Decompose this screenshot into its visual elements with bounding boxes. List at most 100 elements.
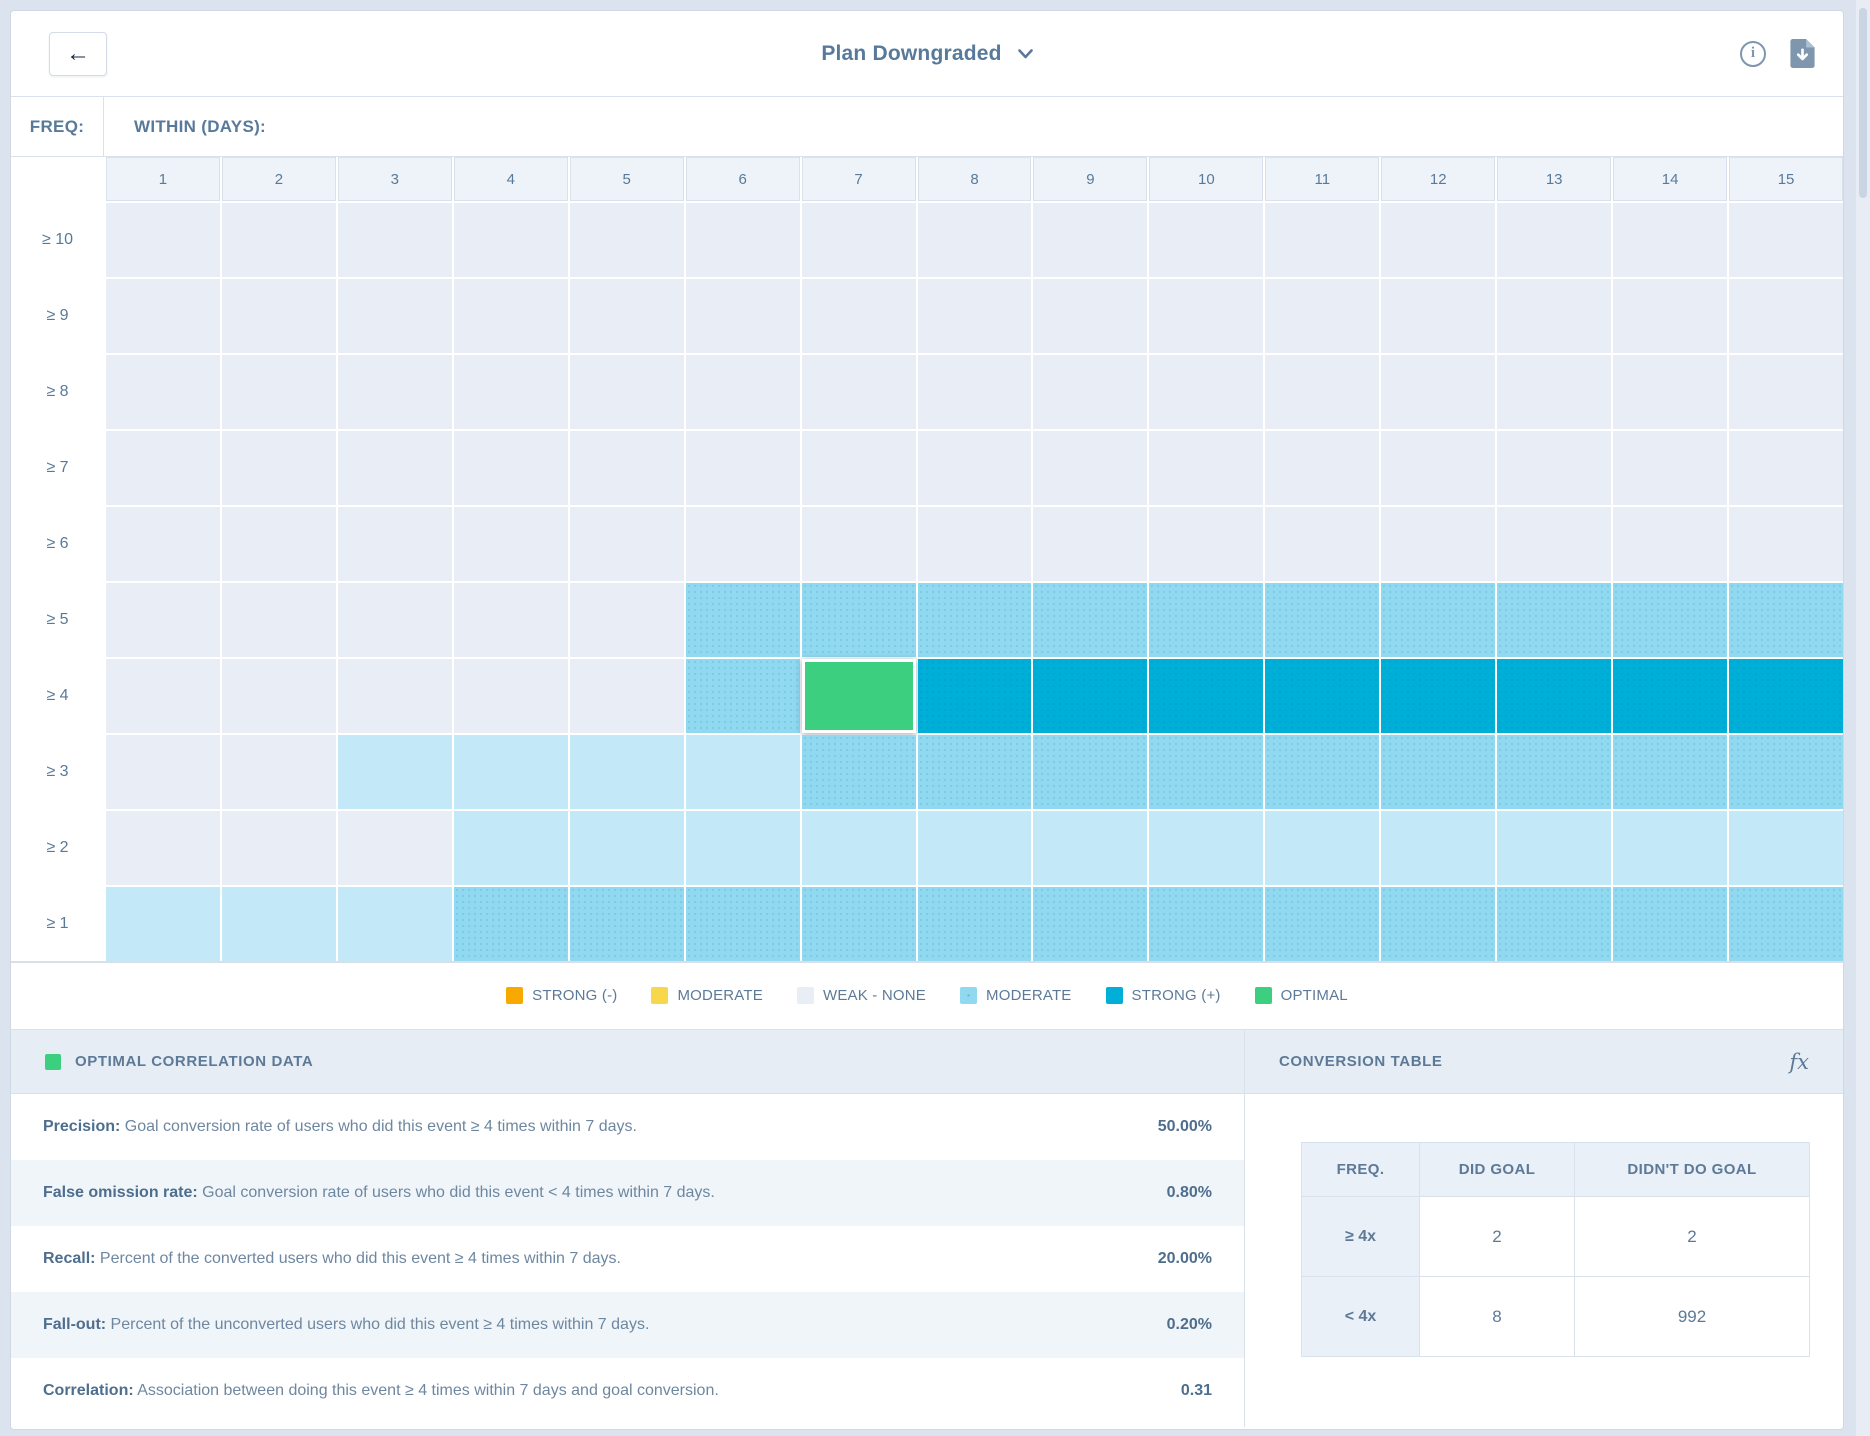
heatmap-cell[interactable] bbox=[1381, 355, 1496, 429]
heatmap-cell[interactable] bbox=[1149, 887, 1264, 961]
heatmap-cell[interactable] bbox=[917, 659, 1032, 733]
heatmap-cell[interactable] bbox=[917, 507, 1032, 581]
heatmap-cell[interactable] bbox=[1033, 431, 1148, 505]
heatmap-cell[interactable] bbox=[1149, 583, 1264, 657]
heatmap-cell[interactable] bbox=[685, 355, 800, 429]
heatmap-cell[interactable] bbox=[685, 887, 800, 961]
heatmap-cell[interactable] bbox=[1149, 355, 1264, 429]
heatmap-cell[interactable] bbox=[1497, 279, 1612, 353]
heatmap-cell[interactable] bbox=[337, 431, 452, 505]
heatmap-cell[interactable] bbox=[569, 507, 684, 581]
heatmap-cell[interactable] bbox=[1381, 507, 1496, 581]
heatmap-cell[interactable] bbox=[1729, 355, 1843, 429]
heatmap-cell[interactable] bbox=[569, 203, 684, 277]
heatmap-cell[interactable] bbox=[1729, 279, 1843, 353]
heatmap-cell[interactable] bbox=[337, 887, 452, 961]
heatmap-cell[interactable] bbox=[1265, 811, 1380, 885]
heatmap-cell[interactable] bbox=[337, 279, 452, 353]
heatmap-cell[interactable] bbox=[569, 811, 684, 885]
heatmap-cell[interactable] bbox=[106, 811, 220, 885]
heatmap-cell[interactable] bbox=[106, 659, 220, 733]
heatmap-cell[interactable] bbox=[1613, 279, 1728, 353]
heatmap-cell[interactable] bbox=[1033, 735, 1148, 809]
heatmap-cell[interactable] bbox=[917, 583, 1032, 657]
back-button[interactable]: ← bbox=[49, 32, 107, 76]
heatmap-cell[interactable] bbox=[1265, 431, 1380, 505]
event-dropdown[interactable]: Plan Downgraded bbox=[821, 42, 1033, 66]
heatmap-cell[interactable] bbox=[569, 887, 684, 961]
heatmap-cell[interactable] bbox=[453, 507, 568, 581]
heatmap-cell[interactable] bbox=[1497, 887, 1612, 961]
heatmap-cell[interactable] bbox=[569, 431, 684, 505]
heatmap-cell[interactable] bbox=[1033, 887, 1148, 961]
heatmap-cell[interactable] bbox=[106, 431, 220, 505]
heatmap-cell[interactable] bbox=[1729, 507, 1843, 581]
heatmap-cell[interactable] bbox=[1613, 507, 1728, 581]
info-icon[interactable]: i bbox=[1740, 40, 1766, 67]
heatmap-cell[interactable] bbox=[1033, 659, 1148, 733]
heatmap-cell[interactable] bbox=[801, 279, 916, 353]
heatmap-cell[interactable] bbox=[1613, 811, 1728, 885]
heatmap-cell[interactable] bbox=[1265, 279, 1380, 353]
heatmap-cell[interactable] bbox=[801, 811, 916, 885]
heatmap-cell[interactable] bbox=[106, 355, 220, 429]
heatmap-cell[interactable] bbox=[1729, 887, 1843, 961]
heatmap-cell[interactable] bbox=[221, 659, 336, 733]
heatmap-cell[interactable] bbox=[1613, 887, 1728, 961]
heatmap-cell[interactable] bbox=[801, 355, 916, 429]
heatmap-cell[interactable] bbox=[106, 279, 220, 353]
heatmap-cell[interactable] bbox=[917, 355, 1032, 429]
heatmap-cell[interactable] bbox=[1497, 735, 1612, 809]
heatmap-cell[interactable] bbox=[1497, 811, 1612, 885]
heatmap-cell[interactable] bbox=[453, 811, 568, 885]
heatmap-cell[interactable] bbox=[1613, 355, 1728, 429]
heatmap-cell[interactable] bbox=[569, 735, 684, 809]
heatmap-cell[interactable] bbox=[1381, 887, 1496, 961]
heatmap-cell[interactable] bbox=[106, 507, 220, 581]
heatmap-cell[interactable] bbox=[801, 887, 916, 961]
heatmap-cell[interactable] bbox=[1381, 659, 1496, 733]
heatmap-cell[interactable] bbox=[221, 279, 336, 353]
heatmap-cell[interactable] bbox=[685, 507, 800, 581]
heatmap-cell[interactable] bbox=[685, 735, 800, 809]
heatmap-cell[interactable] bbox=[1033, 279, 1148, 353]
heatmap-cell[interactable] bbox=[569, 355, 684, 429]
heatmap-cell[interactable] bbox=[453, 583, 568, 657]
heatmap-cell[interactable] bbox=[917, 811, 1032, 885]
heatmap-cell[interactable] bbox=[1729, 583, 1843, 657]
heatmap-cell[interactable] bbox=[685, 583, 800, 657]
heatmap-cell[interactable] bbox=[1613, 583, 1728, 657]
heatmap-cell[interactable] bbox=[453, 887, 568, 961]
heatmap-cell[interactable] bbox=[1149, 811, 1264, 885]
heatmap-cell[interactable] bbox=[221, 811, 336, 885]
heatmap-cell[interactable] bbox=[337, 735, 452, 809]
heatmap-cell[interactable] bbox=[1265, 583, 1380, 657]
scrollbar-thumb[interactable] bbox=[1859, 8, 1867, 198]
heatmap-cell[interactable] bbox=[801, 431, 916, 505]
heatmap-cell[interactable] bbox=[685, 203, 800, 277]
heatmap-cell[interactable] bbox=[337, 507, 452, 581]
heatmap-cell[interactable] bbox=[569, 279, 684, 353]
heatmap-cell[interactable] bbox=[1729, 203, 1843, 277]
heatmap-cell[interactable] bbox=[801, 583, 916, 657]
heatmap-cell[interactable] bbox=[1265, 887, 1380, 961]
heatmap-cell[interactable] bbox=[1381, 811, 1496, 885]
heatmap-cell[interactable] bbox=[1381, 431, 1496, 505]
heatmap-cell[interactable] bbox=[1729, 431, 1843, 505]
heatmap-cell[interactable] bbox=[221, 887, 336, 961]
heatmap-cell[interactable] bbox=[685, 659, 800, 733]
heatmap-cell[interactable] bbox=[917, 431, 1032, 505]
heatmap-cell[interactable] bbox=[1729, 811, 1843, 885]
heatmap-cell[interactable] bbox=[1381, 279, 1496, 353]
heatmap-cell[interactable] bbox=[453, 355, 568, 429]
heatmap-cell[interactable] bbox=[917, 735, 1032, 809]
heatmap-cell[interactable] bbox=[1381, 203, 1496, 277]
heatmap-cell[interactable] bbox=[1265, 735, 1380, 809]
heatmap-cell[interactable] bbox=[1033, 583, 1148, 657]
heatmap-cell[interactable] bbox=[1265, 355, 1380, 429]
heatmap-cell[interactable] bbox=[1265, 203, 1380, 277]
heatmap-cell[interactable] bbox=[221, 583, 336, 657]
heatmap-cell[interactable] bbox=[337, 659, 452, 733]
heatmap-cell[interactable] bbox=[337, 203, 452, 277]
heatmap-cell[interactable] bbox=[221, 507, 336, 581]
